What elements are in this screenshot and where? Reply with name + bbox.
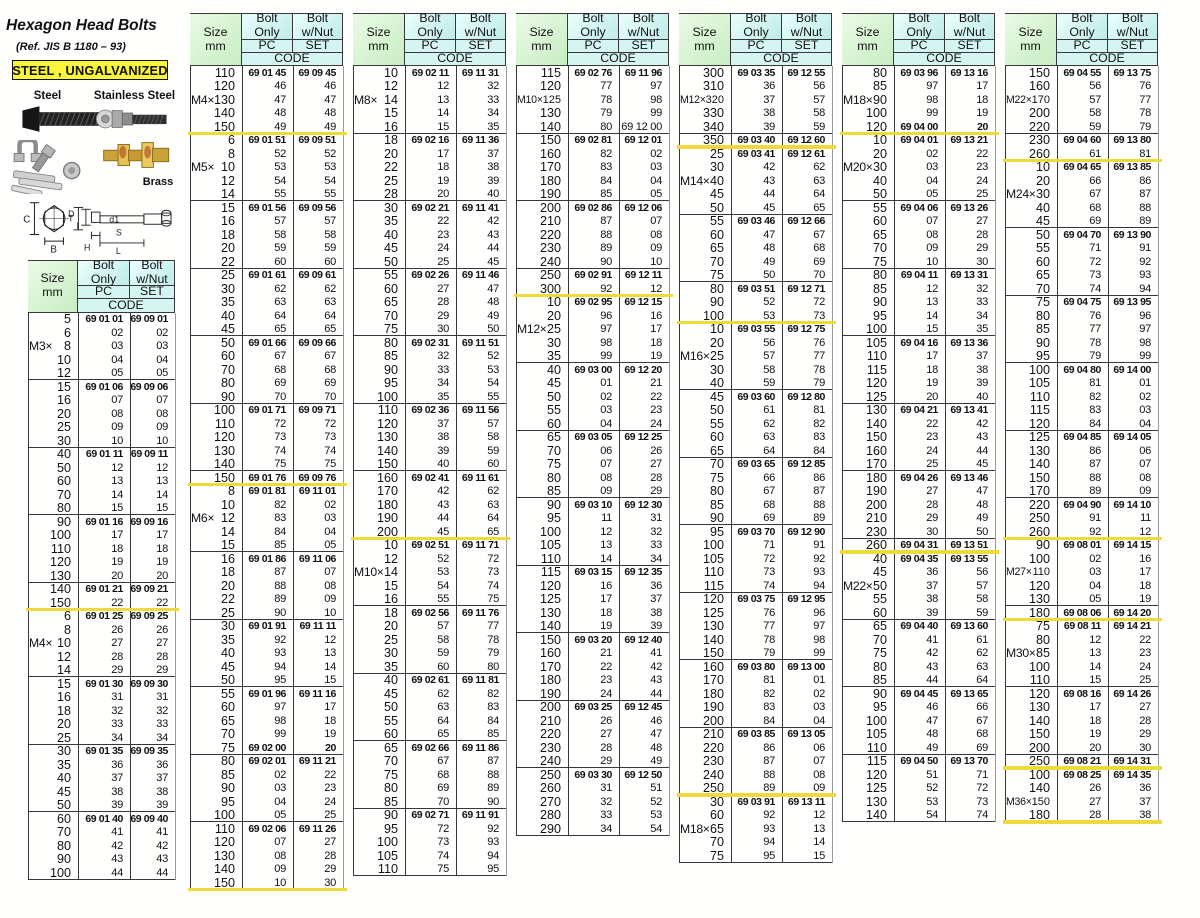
svg-text:S: S (116, 227, 122, 237)
svg-text:d1: d1 (109, 214, 119, 224)
svg-text:D: D (68, 209, 74, 219)
svg-text:H: H (84, 242, 90, 252)
svg-text:I: I (77, 221, 79, 231)
svg-text:L: L (116, 246, 121, 256)
svg-text:B: B (50, 244, 57, 255)
svg-text:C: C (23, 214, 30, 225)
